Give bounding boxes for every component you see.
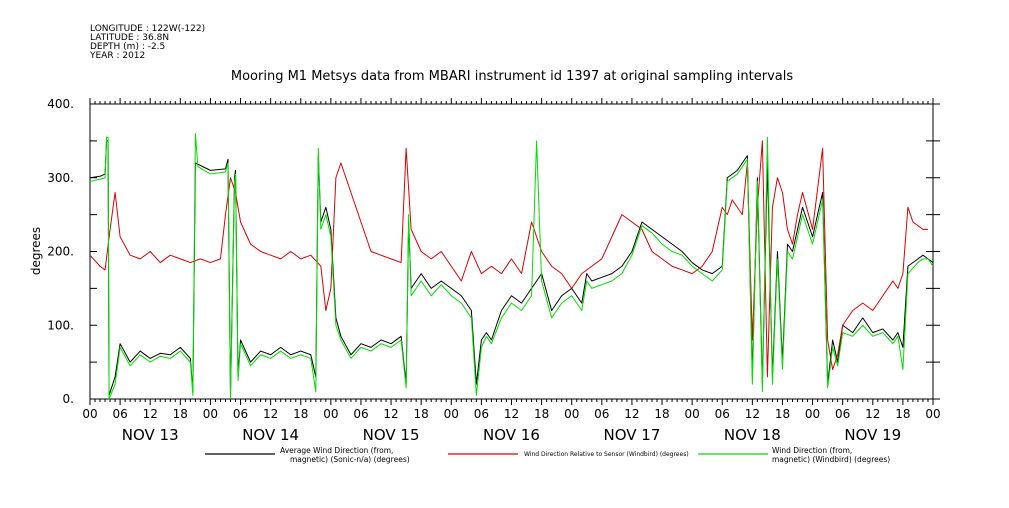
info-block: LONGITUDE : 122W(-122) LATITUDE : 36.8N …	[89, 24, 205, 61]
plot-frame	[89, 103, 934, 400]
x-tick-label: 00	[444, 407, 459, 421]
x-tick-label: 06	[353, 407, 368, 421]
x-tick-label: 18	[895, 407, 910, 421]
depth-text: DEPTH (m) : -2.5	[90, 42, 165, 52]
y-axis-label: degrees	[29, 227, 43, 275]
x-tick-label: 06	[835, 407, 850, 421]
x-tick-label: 00	[684, 407, 699, 421]
x-tick-label: 12	[504, 407, 519, 421]
x-tick-label: 06	[715, 407, 730, 421]
x-tick-label: 18	[173, 407, 188, 421]
y-tick-label: 200.	[47, 245, 74, 259]
x-tick-label: 00	[805, 407, 820, 421]
x-tick-label: 18	[293, 407, 308, 421]
x-tick-label: 06	[112, 407, 127, 421]
x-tick-label: 06	[474, 407, 489, 421]
x-tick-label: 12	[143, 407, 158, 421]
chart-title: Mooring M1 Metsys data from MBARI instru…	[231, 69, 793, 84]
legend-label-average-1: Average Wind Direction (from,	[280, 446, 393, 455]
x-tick-label: 18	[775, 407, 790, 421]
year-text: YEAR : 2012	[89, 51, 145, 61]
x-tick-label: 00	[925, 407, 940, 421]
legend: Average Wind Direction (from, magnetic) …	[205, 446, 890, 464]
x-tick-label: 00	[564, 407, 579, 421]
x-tick-label: 06	[233, 407, 248, 421]
x-tick-label: 00	[323, 407, 338, 421]
series-lines	[89, 133, 934, 400]
x-day-label: NOV 15	[363, 426, 420, 444]
x-tick-label: 00	[82, 407, 97, 421]
series-line-2	[89, 133, 934, 400]
x-day-label: NOV 13	[122, 426, 179, 444]
latitude-text: LATITUDE : 36.8N	[90, 33, 169, 43]
y-tick-label: 100.	[47, 318, 74, 332]
x-tick-label: 12	[263, 407, 278, 421]
series-line-0	[89, 140, 934, 396]
y-tick-label: 0.	[63, 392, 74, 406]
series-line-1	[89, 140, 928, 378]
legend-label-average-2: magnetic) (Sonic-n/a) (degrees)	[290, 455, 410, 464]
x-tick-label: 12	[745, 407, 760, 421]
x-day-label: NOV 17	[603, 426, 660, 444]
x-day-label: NOV 18	[724, 426, 781, 444]
x-day-label: NOV 14	[242, 426, 299, 444]
legend-label-windbird-2: magnetic) (Windbird) (degrees)	[772, 455, 890, 464]
x-tick-label: 12	[865, 407, 880, 421]
y-tick-label: 400.	[47, 97, 74, 111]
x-tick-label: 06	[594, 407, 609, 421]
x-tick-label: 18	[414, 407, 429, 421]
axis-ticks: 00 06 12 18 00 06 12 18 00 06 12 18 00 06 12 18 00 06 12 18…	[47, 97, 940, 444]
y-tick-label: 300.	[47, 171, 74, 185]
x-tick-label: 12	[383, 407, 398, 421]
x-tick-label: 12	[624, 407, 639, 421]
x-tick-label: 18	[534, 407, 549, 421]
legend-label-windbird-1: Wind Direction (from,	[772, 446, 852, 455]
x-tick-label: 18	[654, 407, 669, 421]
x-day-label: NOV 16	[483, 426, 540, 444]
x-day-label: NOV 19	[844, 426, 901, 444]
longitude-text: LONGITUDE : 122W(-122)	[90, 24, 205, 34]
x-tick-label: 00	[203, 407, 218, 421]
legend-label-relative: Wind Direction Relative to Sensor (Windb…	[524, 451, 689, 458]
